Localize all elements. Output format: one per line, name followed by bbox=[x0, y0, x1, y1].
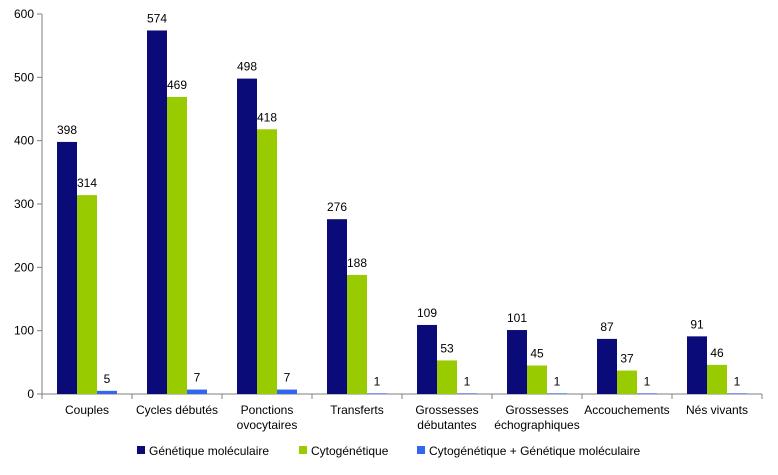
data-label: 1 bbox=[464, 374, 471, 388]
legend-swatch bbox=[137, 446, 145, 454]
x-tick-label-line: Grossesses bbox=[505, 403, 568, 417]
data-labels: 398 314 5 574 469 7 498 418 7 276 188 1 109 53 1 101 45 1… bbox=[57, 11, 741, 388]
x-tick-label: Nés vivants bbox=[686, 403, 748, 417]
x-tick-label: Grossesses débutantes bbox=[415, 403, 478, 432]
bar bbox=[507, 330, 527, 394]
bar bbox=[457, 393, 477, 394]
bar bbox=[367, 393, 387, 394]
data-label: 37 bbox=[620, 352, 634, 366]
data-label: 91 bbox=[690, 317, 704, 331]
data-label: 7 bbox=[194, 371, 201, 385]
bar bbox=[187, 389, 207, 394]
data-label: 1 bbox=[374, 374, 381, 388]
data-label: 45 bbox=[530, 347, 544, 361]
data-label: 314 bbox=[77, 176, 97, 190]
y-tick-label: 600 bbox=[14, 7, 34, 21]
bar bbox=[97, 390, 117, 394]
bar bbox=[727, 393, 747, 394]
y-tick-label: 100 bbox=[14, 324, 34, 338]
data-label: 469 bbox=[167, 78, 187, 92]
bar bbox=[147, 30, 167, 394]
data-label: 5 bbox=[104, 372, 111, 386]
y-tick-label: 300 bbox=[14, 197, 34, 211]
x-tick-label-line: Couples bbox=[65, 403, 109, 417]
x-tick-label: Accouchements bbox=[584, 403, 669, 417]
bar bbox=[77, 195, 97, 394]
legend-label: Cytogénétique + Génétique moléculaire bbox=[429, 444, 640, 458]
data-label: 398 bbox=[57, 123, 77, 137]
x-tick-label-line: ovocytaires bbox=[237, 418, 298, 432]
bar bbox=[437, 360, 457, 394]
bar bbox=[57, 141, 77, 394]
x-tick-label: Cycles débutés bbox=[136, 403, 218, 417]
data-label: 418 bbox=[257, 110, 277, 124]
x-tick-label-line: Nés vivants bbox=[686, 403, 748, 417]
x-tick-label: Couples bbox=[65, 403, 109, 417]
bar bbox=[277, 389, 297, 394]
bar bbox=[237, 78, 257, 394]
bar bbox=[167, 96, 187, 394]
data-label: 101 bbox=[507, 311, 527, 325]
bar bbox=[637, 393, 657, 394]
data-label: 46 bbox=[710, 346, 724, 360]
x-tick-label-line: Cycles débutés bbox=[136, 403, 218, 417]
bar bbox=[327, 219, 347, 394]
data-label: 498 bbox=[237, 60, 257, 74]
legend-label: Cytogénétique bbox=[311, 444, 389, 458]
data-label: 188 bbox=[347, 256, 367, 270]
data-label: 1 bbox=[644, 374, 651, 388]
x-tick-label-line: débutantes bbox=[417, 418, 476, 432]
x-tick-label: Transferts bbox=[330, 403, 384, 417]
bar bbox=[687, 336, 707, 394]
x-tick-label-line: Grossesses bbox=[415, 403, 478, 417]
bar bbox=[707, 364, 727, 394]
bar bbox=[597, 338, 617, 394]
x-tick-label-line: Accouchements bbox=[584, 403, 669, 417]
y-tick-label: 500 bbox=[14, 70, 34, 84]
y-tick-label: 400 bbox=[14, 134, 34, 148]
bar bbox=[547, 393, 567, 394]
x-tick-label: Grossesses échographiques bbox=[494, 403, 579, 432]
bar bbox=[527, 365, 547, 394]
legend-label: Génétique moléculaire bbox=[149, 444, 269, 458]
y-tick-label: 0 bbox=[27, 387, 34, 401]
data-label: 574 bbox=[147, 11, 167, 25]
data-label: 53 bbox=[440, 341, 454, 355]
data-label: 7 bbox=[284, 371, 291, 385]
bars bbox=[57, 30, 747, 394]
legend-swatch bbox=[299, 446, 307, 454]
legend: Génétique moléculaire Cytogénétique Cytogé… bbox=[137, 444, 640, 458]
y-axis: 0 100 200 300 400 500 600 bbox=[14, 7, 43, 401]
bar bbox=[257, 129, 277, 394]
legend-swatch bbox=[417, 446, 425, 454]
data-label: 87 bbox=[600, 320, 614, 334]
y-tick-label: 200 bbox=[14, 260, 34, 274]
x-tick-label: Ponctions ovocytaires bbox=[237, 403, 298, 432]
bar bbox=[617, 370, 637, 394]
bar bbox=[417, 324, 437, 394]
data-label: 1 bbox=[734, 374, 741, 388]
data-label: 109 bbox=[417, 306, 437, 320]
x-tick-label-line: échographiques bbox=[494, 418, 579, 432]
x-tick-label-line: Ponctions bbox=[241, 403, 294, 417]
bar bbox=[347, 274, 367, 394]
x-axis: Couples Cycles débutés Ponctions ovocytaire… bbox=[41, 393, 763, 432]
x-tick-label-line: Transferts bbox=[330, 403, 384, 417]
data-label: 276 bbox=[327, 200, 347, 214]
data-label: 1 bbox=[554, 374, 561, 388]
